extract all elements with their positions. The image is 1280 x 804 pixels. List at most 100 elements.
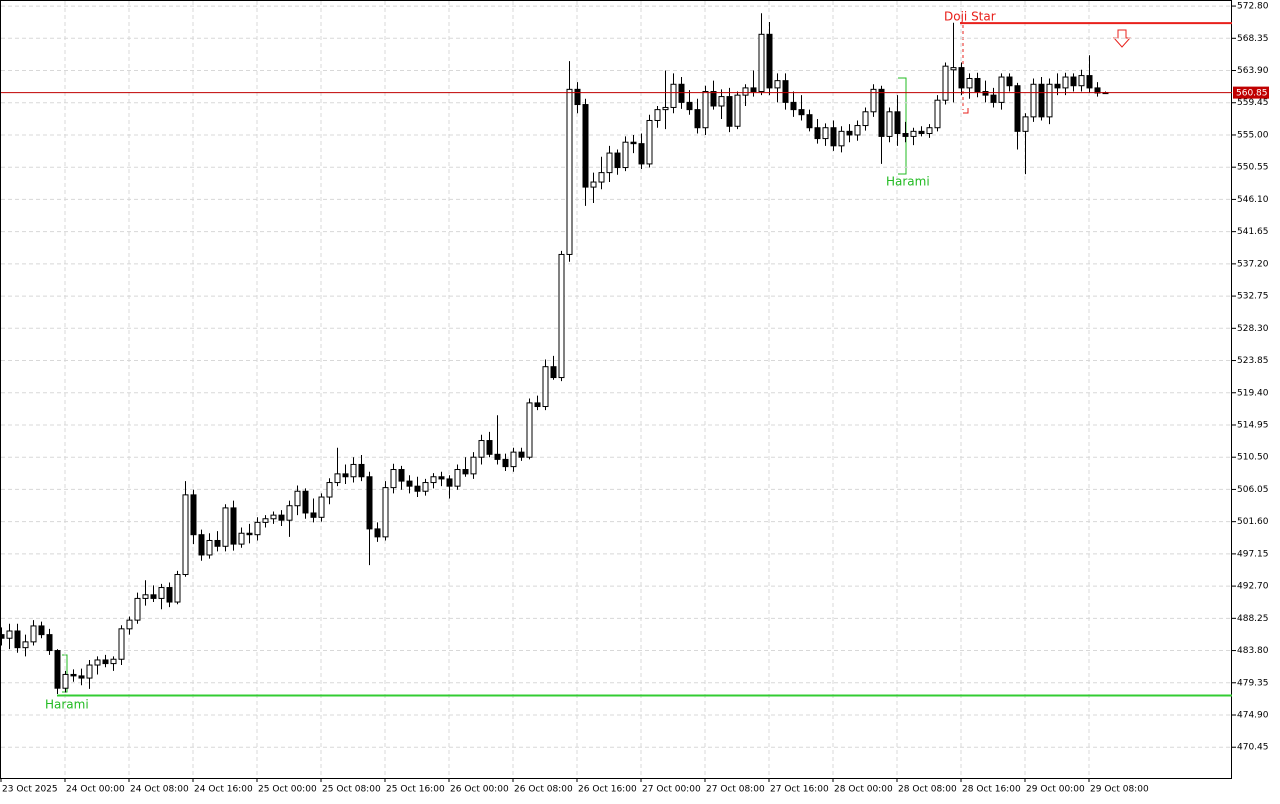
y-tick-label: 488.25 <box>1237 614 1269 624</box>
candle-body <box>374 528 381 538</box>
candle-body <box>502 458 509 468</box>
candle-body <box>134 597 141 621</box>
candle-body <box>1086 75 1093 89</box>
candle-body <box>22 641 29 649</box>
candle-body <box>926 127 933 135</box>
candle-body <box>622 141 629 169</box>
y-tick-label: 532.75 <box>1237 292 1269 302</box>
candle-body <box>6 630 13 639</box>
candle-body <box>662 106 669 111</box>
candle-body <box>1014 85 1021 132</box>
candle-body <box>598 172 605 183</box>
candle-body <box>1006 76 1013 87</box>
candle-body <box>342 473 349 478</box>
y-tick-label: 519.40 <box>1237 388 1269 398</box>
candle-body <box>750 87 757 93</box>
y-tick-label: 506.05 <box>1237 485 1269 495</box>
candle-body <box>142 594 149 599</box>
candle-body <box>38 625 45 636</box>
candle-body <box>0 634 5 639</box>
y-tick-label: 546.10 <box>1237 195 1269 205</box>
candle-body <box>446 478 453 487</box>
y-tick-label: 470.45 <box>1237 743 1269 753</box>
x-tick-label: 25 Oct 00:00 <box>258 785 317 795</box>
candle-body <box>806 114 813 129</box>
candle-body <box>686 101 693 111</box>
candle-body <box>790 101 797 111</box>
candle-body <box>742 87 749 96</box>
candle-body <box>534 402 541 408</box>
candle-body <box>198 534 205 556</box>
y-tick-label: 510.50 <box>1237 453 1269 463</box>
candle-body <box>182 494 189 576</box>
candle-body <box>894 111 901 135</box>
candle-body <box>950 67 957 71</box>
candle-body <box>438 476 445 480</box>
candle-body <box>566 88 573 255</box>
candle-body <box>702 91 709 129</box>
x-tick-label: 29 Oct 00:00 <box>1026 785 1085 795</box>
candle-body <box>918 130 925 135</box>
candle-body <box>190 494 197 536</box>
y-tick-label: 568.35 <box>1237 34 1269 44</box>
candle-body <box>238 532 245 545</box>
candle-body <box>606 152 613 174</box>
candle-body <box>350 463 357 478</box>
candle-body <box>1030 83 1037 118</box>
candle-body <box>294 490 301 507</box>
y-tick-label: 572.80 <box>1237 2 1269 12</box>
candle-body <box>1070 76 1077 87</box>
y-tick-label: 559.45 <box>1237 98 1269 108</box>
candle-body <box>1046 83 1053 118</box>
candle-body <box>230 507 237 545</box>
candle-body <box>646 119 653 165</box>
candle-body <box>206 539 213 556</box>
candle-body <box>414 485 421 492</box>
y-tick-label: 492.70 <box>1237 582 1269 592</box>
candle-body <box>14 630 21 649</box>
x-tick-label: 24 Oct 08:00 <box>130 785 189 795</box>
candle-body <box>934 99 941 129</box>
x-tick-label: 27 Oct 16:00 <box>770 785 829 795</box>
candle-body <box>734 94 741 127</box>
candle-body <box>798 109 805 116</box>
pattern-bracket <box>963 108 969 114</box>
candle-body <box>278 514 285 521</box>
x-tick-label: 23 Oct 2025 <box>2 785 58 795</box>
candle-body <box>830 127 837 147</box>
candle-body <box>814 127 821 140</box>
candle-body <box>958 67 965 89</box>
candle-body <box>270 514 277 520</box>
y-tick-label: 501.60 <box>1237 517 1269 527</box>
candle-body <box>654 109 661 121</box>
candle-body <box>998 76 1005 103</box>
candle-body <box>878 88 885 137</box>
y-tick-label: 483.80 <box>1237 646 1269 656</box>
candle-body <box>694 109 701 129</box>
candle-body <box>174 574 181 603</box>
candle-body <box>86 664 93 679</box>
y-tick-label: 514.95 <box>1237 420 1269 430</box>
candle-body <box>94 659 101 666</box>
y-tick-label: 550.55 <box>1237 163 1269 173</box>
x-tick-label: 29 Oct 08:00 <box>1090 785 1149 795</box>
candle-body <box>542 366 549 408</box>
candle-body <box>62 673 69 689</box>
candle-body <box>30 625 37 643</box>
candle-body <box>462 469 469 475</box>
current-price-box <box>1233 86 1269 99</box>
candle-body <box>494 453 501 460</box>
candle-body <box>1078 75 1085 87</box>
candle-body <box>974 77 981 93</box>
candle-body <box>870 88 877 113</box>
y-tick-label: 474.90 <box>1237 711 1269 721</box>
y-tick-label: 555.00 <box>1237 130 1269 140</box>
candle-body <box>430 476 437 484</box>
candle-body <box>550 366 557 379</box>
candle-body <box>902 133 909 137</box>
x-tick-label: 25 Oct 08:00 <box>322 785 381 795</box>
candle-body <box>246 532 253 536</box>
candle-body <box>382 487 389 538</box>
